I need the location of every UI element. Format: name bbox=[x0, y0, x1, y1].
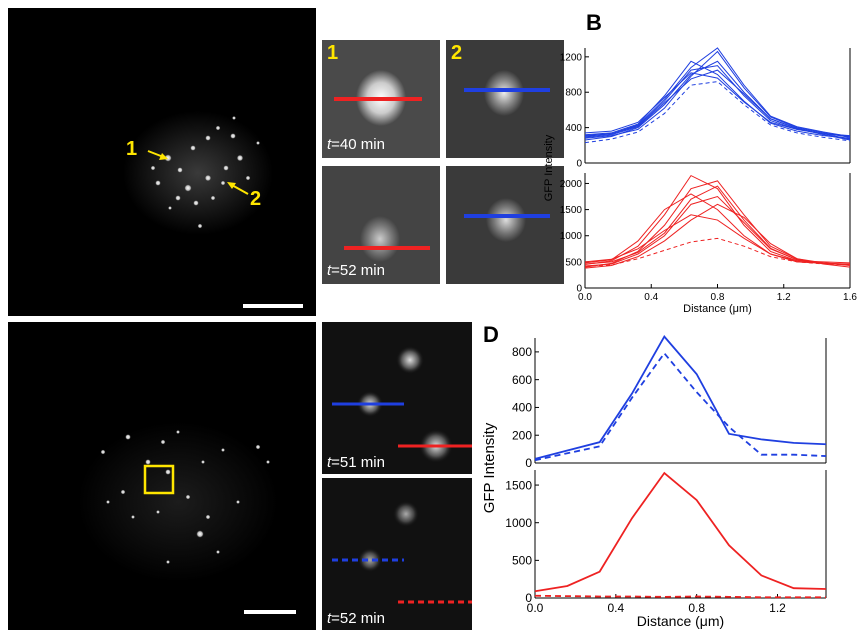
tile-2-number: 2 bbox=[451, 42, 463, 64]
panel-b-letter: B bbox=[586, 10, 602, 35]
tile-c-bottom-time: t=52 min bbox=[327, 610, 385, 627]
b-top-y-tick-label: 400 bbox=[565, 123, 582, 134]
b-top-y-tick-label: 800 bbox=[565, 88, 582, 99]
b-bottom-x-tick-label: 1.2 bbox=[777, 292, 791, 303]
b-top-y-tick-label: 0 bbox=[576, 159, 582, 170]
tile-c-bottom: t=52 min bbox=[322, 478, 472, 630]
b-bottom-x-label: Distance (μm) bbox=[683, 303, 752, 315]
panel-c-cell bbox=[78, 422, 296, 614]
d-bottom-y-tick-label: 1500 bbox=[505, 478, 532, 492]
tile-1-bottom-time: t=52 min bbox=[327, 262, 385, 279]
d-bottom-y-tick-label: 1000 bbox=[505, 516, 532, 530]
b-top-series-line-4 bbox=[584, 72, 851, 137]
arrow-1-label: 1 bbox=[126, 138, 138, 160]
d-bottom-y-tick-label: 0 bbox=[525, 591, 532, 605]
d-top-y-tick-label: 800 bbox=[512, 345, 532, 359]
d-bottom-series-line-0 bbox=[534, 471, 827, 593]
d-bottom-series-line-1 bbox=[534, 594, 826, 599]
d-y-label: GFP Intensity bbox=[481, 422, 498, 513]
b-y-label: GFP Intensity bbox=[543, 134, 555, 201]
b-top-series-line-1 bbox=[584, 50, 851, 139]
b-bottom-y-tick-label: 2000 bbox=[560, 179, 583, 190]
b-bottom-x-tick-label: 0.4 bbox=[644, 292, 658, 303]
d-top-y-tick-label: 200 bbox=[512, 428, 532, 442]
tile-1-number: 1 bbox=[327, 42, 339, 64]
arrow-1-head-icon bbox=[159, 153, 168, 160]
b-bottom-series-line-2 bbox=[584, 193, 851, 265]
d-bottom-x-tick-label: 0.0 bbox=[527, 601, 544, 615]
b-bottom-series-line-7 bbox=[584, 237, 851, 267]
d-bottom-x-tick-label: 1.2 bbox=[769, 601, 786, 615]
panel-c-micrograph bbox=[8, 322, 316, 630]
roi-box bbox=[143, 464, 175, 495]
d-top-y-tick-label: 0 bbox=[525, 456, 532, 470]
tile-c-top: t=51 min bbox=[322, 322, 472, 474]
panel-a-micrograph: 1 2 bbox=[8, 8, 316, 316]
tile-2-bottom bbox=[446, 166, 564, 284]
b-top-series-line-0 bbox=[584, 65, 851, 137]
b-bottom-y-tick-label: 500 bbox=[565, 257, 582, 268]
d-top-y-tick-label: 400 bbox=[512, 401, 532, 415]
b-top-series-line-6 bbox=[584, 47, 851, 137]
b-bottom-x-tick-label: 1.6 bbox=[843, 292, 857, 303]
b-bottom-y-tick-label: 0 bbox=[576, 284, 582, 295]
tile-1-time: t=40 min bbox=[327, 136, 385, 153]
b-top-series-line-7 bbox=[584, 81, 851, 144]
tile-1-top: 1 t=40 min bbox=[322, 40, 440, 158]
d-top-series-line-1 bbox=[534, 351, 827, 462]
d-bottom-x-label: Distance (μm) bbox=[637, 613, 724, 629]
arrow-2-label: 2 bbox=[250, 188, 262, 210]
b-bottom-series-line-0 bbox=[584, 174, 851, 265]
panel-a-arrows bbox=[147, 150, 303, 308]
b-bottom-series-line-3 bbox=[584, 195, 851, 267]
b-top-series-line-2 bbox=[584, 60, 851, 139]
b-top-y-tick-label: 1200 bbox=[560, 52, 583, 63]
panel-a-cell bbox=[123, 111, 273, 235]
arrow-2-head-icon bbox=[227, 182, 236, 189]
tile-c-top-time: t=51 min bbox=[327, 454, 385, 471]
d-bottom-x-tick-label: 0.8 bbox=[688, 601, 705, 615]
panel-d-letter: D bbox=[483, 322, 499, 347]
d-top-series-line-0 bbox=[534, 335, 827, 460]
b-top-series-line-5 bbox=[584, 69, 851, 141]
b-bottom-x-tick-label: 0.8 bbox=[711, 292, 725, 303]
b-bottom-y-tick-label: 1000 bbox=[560, 231, 583, 242]
tile-1-bottom: t=52 min bbox=[322, 166, 440, 284]
b-bottom-x-tick-label: 0.0 bbox=[578, 292, 592, 303]
d-top-y-tick-label: 600 bbox=[512, 373, 532, 387]
tile-2-top: 2 bbox=[446, 40, 564, 158]
b-bottom-series-line-6 bbox=[584, 185, 851, 265]
d-bottom-y-tick-label: 500 bbox=[512, 554, 532, 568]
b-bottom-y-tick-label: 1500 bbox=[560, 205, 583, 216]
b-bottom-series-line-4 bbox=[584, 214, 851, 264]
d-bottom-x-tick-label: 0.4 bbox=[607, 601, 624, 615]
